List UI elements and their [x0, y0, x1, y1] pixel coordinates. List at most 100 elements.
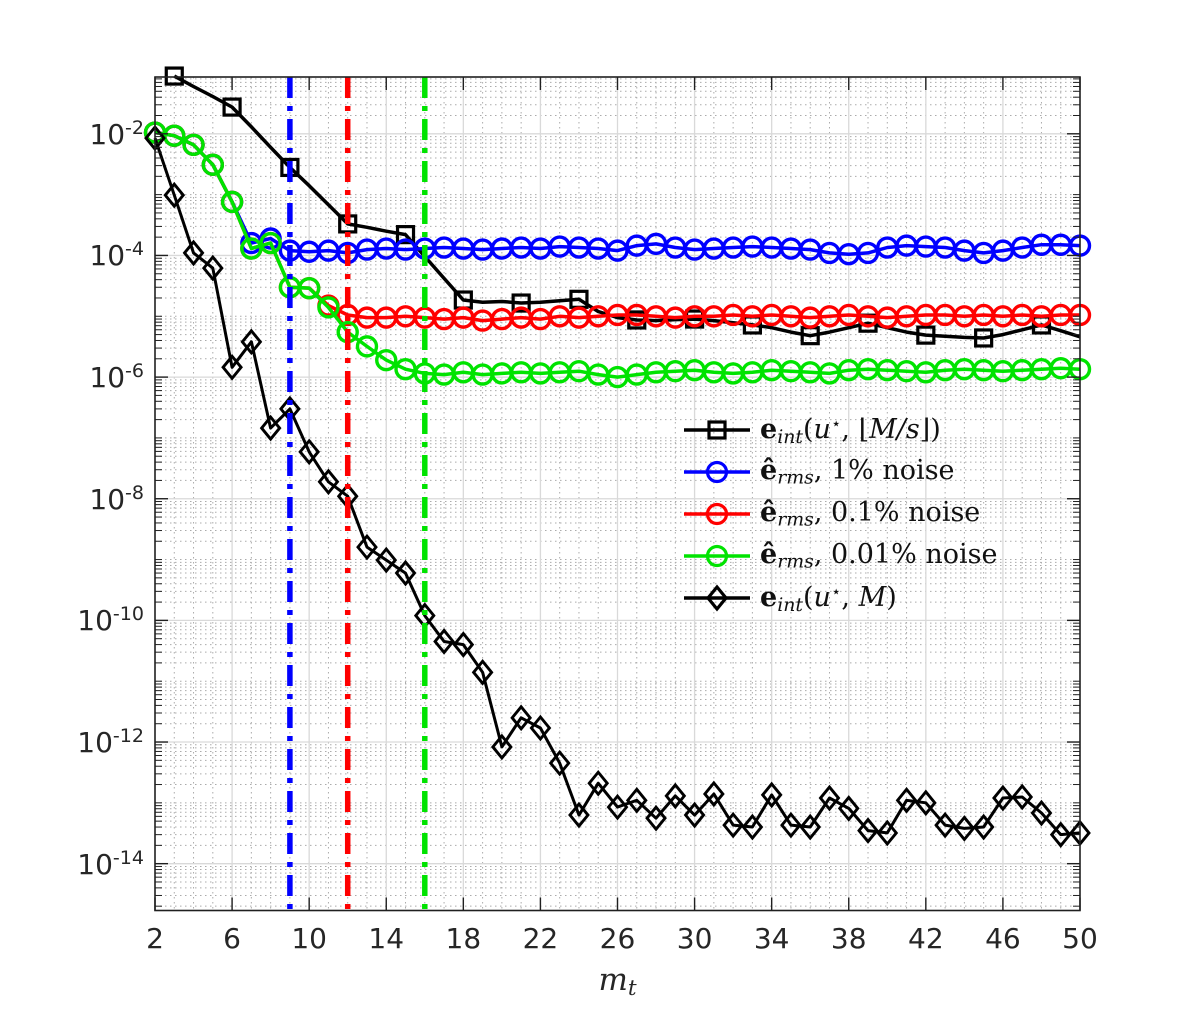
data-point-diamond-marker	[587, 769, 610, 797]
x-tick-label-46: 46	[985, 922, 1021, 955]
data-point-diamond-marker	[683, 801, 706, 829]
data-point-diamond-marker	[818, 784, 841, 812]
data-point-diamond-marker	[914, 789, 937, 817]
data-point-diamond-marker	[221, 353, 243, 381]
legend-item-4: eint(u⋆, M)	[683, 577, 997, 619]
x-tick-label-34: 34	[753, 922, 790, 955]
data-point-circle-marker	[375, 348, 398, 372]
data-point-diamond-marker	[510, 704, 533, 732]
data-point-square-marker	[511, 293, 531, 313]
data-point-diamond-marker	[837, 795, 860, 822]
data-point-diamond-marker	[953, 815, 976, 842]
data-point-square-marker	[164, 66, 184, 86]
data-point-diamond-marker	[452, 631, 475, 658]
data-point-diamond-marker	[1030, 799, 1053, 827]
axis-ticks	[154, 77, 1081, 911]
data-point-circle-marker	[240, 237, 263, 260]
legend-item-label: eint(u⋆, M)	[760, 580, 897, 616]
data-point-diamond-marker	[259, 414, 282, 442]
data-point-diamond-marker	[606, 793, 629, 821]
x-tick-label-18: 18	[445, 922, 482, 955]
legend-item-label: eint(u⋆, ⌊M/s⌋)	[760, 412, 941, 448]
data-point-diamond-marker	[992, 784, 1014, 812]
data-point-diamond-marker	[298, 438, 321, 466]
data-point-circle-marker	[220, 190, 244, 214]
legend-item-3: êrms, 0.01% noise	[683, 535, 997, 577]
data-point-diamond-marker	[645, 804, 667, 832]
data-point-circle-marker	[297, 276, 321, 300]
y-tick-label-1e-4: 10-4	[89, 238, 144, 273]
data-point-diamond-marker	[1011, 783, 1034, 811]
vertical-reference-lines	[287, 77, 428, 911]
series-line	[154, 130, 1081, 379]
series-erms-0p01pct-noise	[143, 121, 1092, 389]
data-point-diamond-marker	[163, 181, 186, 209]
data-point-diamond-marker	[895, 787, 918, 814]
x-tick-label-30: 30	[676, 922, 713, 955]
x-tick-label-38: 38	[830, 922, 867, 955]
series-line	[154, 130, 1081, 256]
legend-sample-circle	[684, 544, 750, 568]
x-tick-label-14: 14	[368, 922, 405, 955]
x-tick-label-42: 42	[908, 922, 944, 955]
data-point-diamond-marker	[799, 813, 822, 841]
legend-marker-circle	[705, 502, 729, 526]
y-tick-label-1e-10: 10-10	[77, 603, 144, 638]
legend-item-label: êrms, 0.01% noise	[760, 539, 998, 573]
data-point-diamond-marker	[664, 782, 687, 810]
data-point-diamond-marker	[375, 546, 398, 574]
legend-sample-circle	[684, 460, 750, 484]
data-point-circle-marker	[163, 124, 186, 147]
x-tick-label-6: 6	[223, 922, 241, 955]
legend: eint(u⋆, ⌊M/s⌋) êrms, 1% noise êrms, 0.1% …	[683, 409, 997, 619]
legend-item-1: êrms, 1% noise	[683, 451, 997, 493]
data-point-square-marker	[974, 328, 994, 348]
legend-item-label: êrms, 0.1% noise	[760, 497, 981, 531]
data-point-diamond-marker	[529, 714, 552, 742]
data-point-diamond-marker	[568, 801, 590, 829]
data-point-diamond-marker	[722, 811, 744, 839]
data-point-diamond-marker	[934, 811, 956, 839]
legend-marker-circle	[705, 460, 729, 484]
data-point-circle-marker	[355, 335, 379, 358]
data-point-diamond-marker	[741, 813, 764, 841]
data-point-diamond-marker	[201, 254, 224, 282]
data-point-diamond-marker	[491, 733, 513, 761]
x-tick-label-10: 10	[291, 922, 327, 955]
legend-marker-square	[707, 420, 727, 440]
series-eint-M	[144, 124, 1091, 848]
legend-item-2: êrms, 0.1% noise	[683, 493, 997, 535]
data-point-circle-marker	[317, 296, 340, 319]
x-tick-label-2: 2	[146, 922, 164, 955]
data-point-diamond-marker	[182, 239, 205, 267]
data-point-diamond-marker	[433, 628, 455, 655]
data-point-diamond-marker	[780, 811, 802, 839]
data-point-circle-marker	[259, 231, 282, 255]
data-point-circle-marker	[182, 133, 205, 156]
legend-sample-square	[684, 420, 750, 440]
data-point-diamond-marker	[240, 328, 263, 356]
y-tick-label-1e-6: 10-6	[89, 359, 144, 395]
legend-marker-diamond	[705, 584, 729, 612]
data-point-diamond-marker	[702, 780, 725, 808]
data-point-diamond-marker	[1049, 821, 1072, 848]
y-tick-label-1e-2: 10-2	[89, 116, 144, 152]
legend-sample-circle	[684, 502, 750, 526]
data-point-square-marker	[222, 97, 242, 117]
legend-sample-diamond	[684, 584, 750, 612]
data-point-diamond-marker	[394, 559, 417, 587]
series-line	[153, 137, 1081, 837]
data-point-diamond-marker	[760, 781, 783, 809]
data-point-diamond-marker	[876, 819, 899, 847]
data-point-diamond-marker	[972, 813, 995, 841]
legend-item-0: eint(u⋆, ⌊M/s⌋)	[683, 409, 997, 451]
x-tick-label-26: 26	[599, 922, 636, 955]
y-tick-label-1e-14: 10-14	[77, 846, 144, 881]
legend-marker-circle	[705, 544, 729, 568]
data-point-diamond-marker	[625, 787, 648, 814]
y-tick-label-1e-12: 10-12	[77, 724, 144, 760]
data-point-square-marker	[395, 225, 416, 245]
data-point-diamond-marker	[548, 749, 571, 777]
